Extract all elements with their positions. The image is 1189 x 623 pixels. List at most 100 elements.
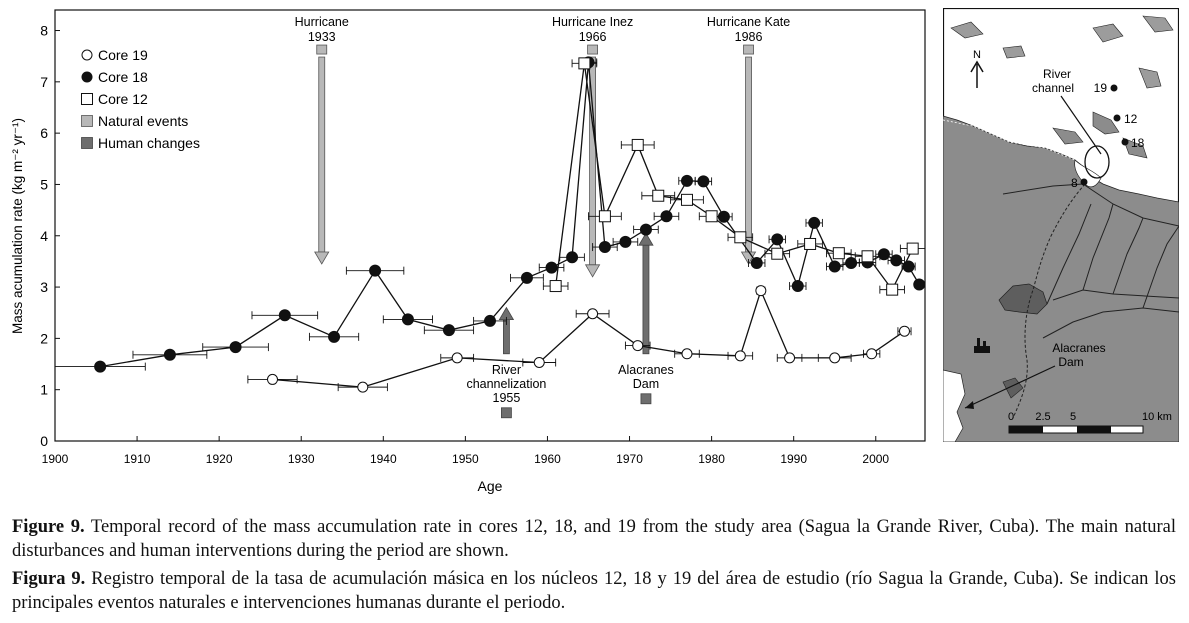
series-1-point-7 bbox=[681, 348, 693, 360]
event-3-shaft bbox=[745, 56, 752, 253]
core-19-label: 19 bbox=[1094, 81, 1108, 95]
event-1-shaft bbox=[318, 56, 326, 253]
scale-bar: 0 2.5 5 10 km bbox=[1008, 411, 1172, 434]
key-island-7 bbox=[1002, 45, 1026, 59]
x-tick-label-1940: 1940 bbox=[370, 452, 397, 466]
event-2-label-1: Hurricane Inez bbox=[552, 15, 633, 29]
x-tick-label-1990: 1990 bbox=[780, 452, 807, 466]
series-2-point-16 bbox=[639, 223, 652, 236]
caption-english-text: Temporal record of the mass accumulation… bbox=[12, 517, 1176, 561]
x-tick-label-1910: 1910 bbox=[124, 452, 151, 466]
series-1-point-9 bbox=[755, 285, 767, 297]
event-3-label-2: 1986 bbox=[735, 30, 763, 44]
series-2-point-15 bbox=[619, 235, 632, 248]
core-8-site bbox=[1080, 178, 1088, 186]
event-1-marker bbox=[316, 44, 328, 55]
series-1-point-2 bbox=[357, 381, 369, 393]
y-tick-label-0: 0 bbox=[40, 433, 48, 449]
key-island-3 bbox=[1122, 137, 1148, 159]
event-4-marker bbox=[501, 407, 512, 419]
legend-item-2-label: Core 18 bbox=[98, 69, 148, 85]
event-5-label-2: Dam bbox=[633, 377, 659, 391]
series-3-point-1 bbox=[549, 280, 562, 293]
north-arrow: N bbox=[970, 49, 984, 88]
key-island-8 bbox=[1142, 15, 1174, 33]
caption-spanish-text: Registro temporal de la tasa de acumulac… bbox=[12, 569, 1176, 613]
data-series bbox=[54, 56, 926, 393]
legend-item-2-marker bbox=[81, 71, 93, 83]
axes: 1900 1910 1920 1930 1940 1950 1960 1970 1980 1990… bbox=[40, 23, 889, 466]
x-tick-label-1960: 1960 bbox=[534, 452, 561, 466]
series-2-point-28 bbox=[877, 248, 890, 261]
study-area-map: N River channel 19 12 18 8 Alacranes Dam… bbox=[943, 8, 1179, 442]
series-2-point-7 bbox=[401, 313, 414, 326]
x-tick-label-1920: 1920 bbox=[206, 452, 233, 466]
series-2-point-24 bbox=[808, 216, 821, 229]
x-tick-label-1970: 1970 bbox=[616, 452, 643, 466]
series-3-point-2 bbox=[578, 57, 591, 70]
series-2-point-19 bbox=[697, 175, 710, 188]
y-tick-label-7: 7 bbox=[40, 74, 48, 90]
y-tick-label-8: 8 bbox=[40, 23, 48, 39]
x-tick-label-1900: 1900 bbox=[42, 452, 69, 466]
mass-accumulation-chart: 1900 1910 1920 1930 1940 1950 1960 1970 1980 1990… bbox=[10, 9, 926, 494]
series-3-point-5 bbox=[652, 189, 665, 202]
series-2-point-17 bbox=[660, 210, 673, 223]
x-tick-label-1930: 1930 bbox=[288, 452, 315, 466]
series-1-point-10 bbox=[784, 352, 796, 364]
y-tick-label-6: 6 bbox=[40, 125, 48, 141]
scale-label-10: 10 km bbox=[1142, 411, 1172, 423]
series-1-point-3 bbox=[451, 352, 463, 364]
y-tick-label-5: 5 bbox=[40, 176, 48, 192]
event-2-head bbox=[584, 264, 601, 278]
series-3-point-3 bbox=[598, 210, 611, 223]
series-2-point-31 bbox=[913, 278, 926, 291]
x-tick-label-2000: 2000 bbox=[862, 452, 889, 466]
event-5-shaft bbox=[642, 244, 650, 355]
north-label: N bbox=[973, 49, 981, 61]
watershed-lines bbox=[1002, 183, 1179, 339]
event-1-label-1: Hurricane bbox=[295, 15, 349, 29]
legend-item-4-label: Natural events bbox=[98, 113, 188, 129]
scale-label-5: 5 bbox=[1070, 411, 1076, 423]
series-2-point-4 bbox=[278, 309, 291, 322]
series-1-point-13 bbox=[898, 325, 910, 337]
series-1-point-1 bbox=[267, 373, 278, 385]
y-tick-label-2: 2 bbox=[40, 330, 48, 346]
legend-item-1-label: Core 19 bbox=[98, 47, 148, 63]
series-3-point-8 bbox=[734, 231, 747, 244]
dam-leader bbox=[964, 365, 1056, 409]
key-island-4 bbox=[1138, 67, 1162, 89]
core-19-site bbox=[1110, 84, 1118, 92]
series-2-point-1 bbox=[94, 360, 107, 373]
y-tick-label-1: 1 bbox=[40, 382, 48, 398]
series-2-point-14 bbox=[598, 241, 611, 254]
series-2-point-23 bbox=[791, 280, 804, 293]
legend-item-3-marker bbox=[81, 93, 93, 105]
y-axis-label: Mass acumulation rate (kg m⁻² yr⁻¹) bbox=[10, 118, 25, 334]
series-3-point-10 bbox=[804, 237, 817, 250]
series-3-point-9 bbox=[771, 247, 784, 260]
legend-item-1-marker bbox=[81, 49, 93, 61]
series-1-point-4 bbox=[533, 356, 545, 368]
event-5-marker bbox=[640, 393, 652, 405]
series-2-point-21 bbox=[750, 256, 763, 269]
series-2-point-8 bbox=[442, 324, 455, 337]
key-island-5 bbox=[950, 21, 984, 39]
series-3-point-13 bbox=[886, 283, 899, 296]
legend-item-4-marker bbox=[81, 115, 93, 127]
series-3-point-7 bbox=[705, 210, 718, 223]
series-2-point-30 bbox=[902, 260, 915, 273]
series-1-point-11 bbox=[829, 352, 841, 364]
x-tick-label-1950: 1950 bbox=[452, 452, 479, 466]
event-1-label-2: 1933 bbox=[308, 30, 336, 44]
y-tick-label-4: 4 bbox=[40, 228, 48, 244]
series-2-point-12 bbox=[566, 251, 579, 264]
core-sites: 19 12 18 8 bbox=[1071, 81, 1145, 190]
series-2-point-9 bbox=[484, 314, 496, 327]
river-channel-leader bbox=[1060, 95, 1102, 155]
dam-label-1: Alacranes bbox=[1052, 341, 1105, 355]
series-2-point-18 bbox=[680, 174, 693, 187]
core-18-site bbox=[1121, 138, 1129, 146]
caption-spanish-lead: Figura 9. bbox=[12, 569, 86, 589]
